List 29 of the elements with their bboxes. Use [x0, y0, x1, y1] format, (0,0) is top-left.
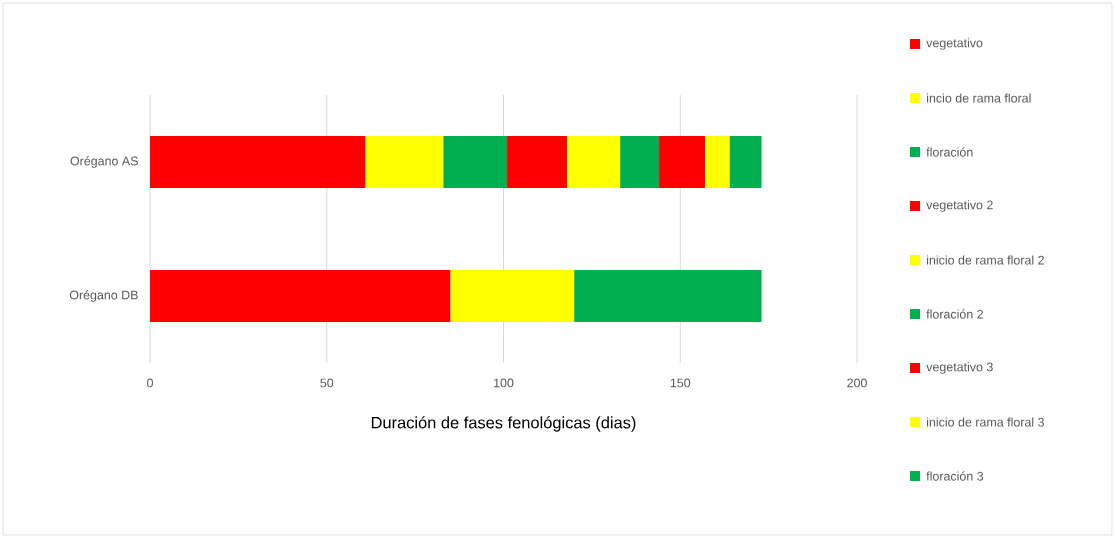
bar	[729, 135, 762, 188]
legend-label: floración 3	[926, 471, 984, 481]
bar	[150, 269, 451, 322]
bar	[705, 135, 730, 188]
bar	[659, 135, 705, 188]
x-tick-label: 200	[847, 378, 867, 388]
legend-label: vegetativo 2	[926, 200, 993, 212]
bar	[365, 135, 444, 188]
legend-label: vegetativo	[926, 38, 983, 50]
bar	[567, 135, 621, 188]
legend-label: inicio de rama floral 2	[927, 255, 1044, 265]
legend-label: inicio de rama floral 3	[927, 417, 1044, 427]
bar	[450, 269, 575, 322]
bar	[507, 135, 568, 188]
x-tick-label: 0	[147, 378, 153, 388]
x-tick-label: 100	[494, 378, 514, 388]
x-tick-label: 50	[320, 378, 334, 388]
legend-label: floración	[926, 147, 973, 157]
x-axis-title: Duración de fases fenológicas (dias)	[371, 416, 636, 432]
bar	[574, 269, 762, 322]
bar	[150, 135, 366, 188]
legend-label: floración 2	[926, 309, 984, 319]
legend-label: incio de rama floral	[927, 93, 1031, 103]
legend-label: vegetativo 3	[926, 362, 993, 374]
y-tick-label: Orégano AS	[70, 156, 138, 168]
x-tick-label: 150	[670, 378, 691, 388]
bar	[620, 135, 660, 188]
bar	[443, 135, 508, 188]
y-tick-label: Orégano DB	[69, 290, 138, 302]
